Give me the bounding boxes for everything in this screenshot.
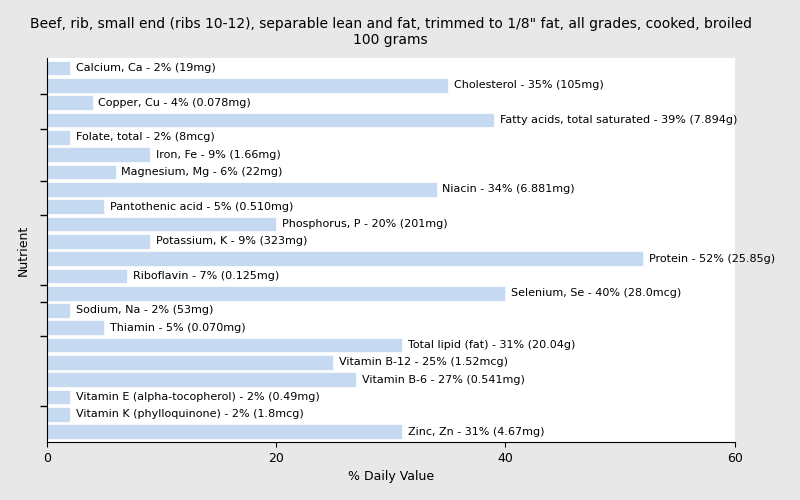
Bar [47,251,643,266]
Text: Magnesium, Mg - 6% (22mg): Magnesium, Mg - 6% (22mg) [122,167,282,177]
Text: Iron, Fe - 9% (1.66mg): Iron, Fe - 9% (1.66mg) [156,150,281,160]
Bar [47,234,150,248]
Text: Calcium, Ca - 2% (19mg): Calcium, Ca - 2% (19mg) [75,63,215,73]
Bar [47,355,334,370]
Text: Zinc, Zn - 31% (4.67mg): Zinc, Zn - 31% (4.67mg) [408,426,545,436]
Text: Pantothenic acid - 5% (0.510mg): Pantothenic acid - 5% (0.510mg) [110,202,294,211]
Text: Potassium, K - 9% (323mg): Potassium, K - 9% (323mg) [156,236,307,246]
Text: Niacin - 34% (6.881mg): Niacin - 34% (6.881mg) [442,184,575,194]
Bar [47,164,116,180]
Text: Vitamin K (phylloquinone) - 2% (1.8mcg): Vitamin K (phylloquinone) - 2% (1.8mcg) [75,410,303,420]
Text: Riboflavin - 7% (0.125mg): Riboflavin - 7% (0.125mg) [133,271,279,281]
Bar [47,61,70,76]
Bar [47,390,70,404]
Text: Phosphorus, P - 20% (201mg): Phosphorus, P - 20% (201mg) [282,219,447,229]
Y-axis label: Nutrient: Nutrient [17,224,30,276]
Text: Vitamin B-12 - 25% (1.52mcg): Vitamin B-12 - 25% (1.52mcg) [339,358,508,368]
Text: Sodium, Na - 2% (53mg): Sodium, Na - 2% (53mg) [75,306,213,316]
Bar [47,424,402,439]
Text: Vitamin E (alpha-tocopherol) - 2% (0.49mg): Vitamin E (alpha-tocopherol) - 2% (0.49m… [75,392,319,402]
Bar [47,78,448,93]
Bar [47,216,276,232]
Title: Beef, rib, small end (ribs 10-12), separable lean and fat, trimmed to 1/8" fat, : Beef, rib, small end (ribs 10-12), separ… [30,16,752,47]
Bar [47,320,104,335]
Text: Cholesterol - 35% (105mg): Cholesterol - 35% (105mg) [454,80,603,90]
Bar [47,407,70,422]
Bar [47,130,70,144]
Text: Protein - 52% (25.85g): Protein - 52% (25.85g) [649,254,775,264]
Text: Folate, total - 2% (8mcg): Folate, total - 2% (8mcg) [75,132,214,142]
Bar [47,286,506,300]
Bar [47,96,93,110]
Text: Copper, Cu - 4% (0.078mg): Copper, Cu - 4% (0.078mg) [98,98,251,108]
Bar [47,268,127,283]
Bar [47,148,150,162]
Text: Thiamin - 5% (0.070mg): Thiamin - 5% (0.070mg) [110,323,246,333]
Bar [47,112,494,128]
X-axis label: % Daily Value: % Daily Value [348,470,434,484]
Text: Fatty acids, total saturated - 39% (7.894g): Fatty acids, total saturated - 39% (7.89… [500,115,737,125]
Bar [47,372,357,387]
Bar [47,182,437,196]
Text: Vitamin B-6 - 27% (0.541mg): Vitamin B-6 - 27% (0.541mg) [362,374,525,384]
Bar [47,200,104,214]
Text: Total lipid (fat) - 31% (20.04g): Total lipid (fat) - 31% (20.04g) [408,340,575,350]
Bar [47,338,402,352]
Text: Selenium, Se - 40% (28.0mcg): Selenium, Se - 40% (28.0mcg) [511,288,682,298]
Bar [47,303,70,318]
